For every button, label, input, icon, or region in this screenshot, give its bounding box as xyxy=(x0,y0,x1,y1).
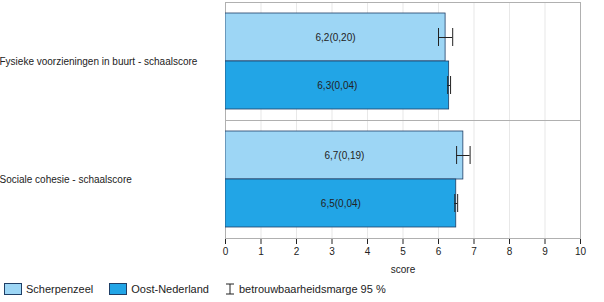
svg-text:0: 0 xyxy=(223,246,229,257)
svg-text:6,3(0,04): 6,3(0,04) xyxy=(317,80,357,91)
svg-text:5: 5 xyxy=(400,246,406,257)
html-text:betrouwbaarheidsmarge 95 %: betrouwbaarheidsmarge 95 % xyxy=(238,283,386,295)
svg-text:Fysieke voorzieningen in buurt: Fysieke voorzieningen in buurt - schaals… xyxy=(0,56,198,67)
svg-text:9: 9 xyxy=(542,246,548,257)
svg-text:1: 1 xyxy=(258,246,264,257)
svg-text:10: 10 xyxy=(575,246,587,257)
svg-text:4: 4 xyxy=(365,246,371,257)
svg-text:6: 6 xyxy=(436,246,442,257)
svg-text:Sociale cohesie - schaalscore: Sociale cohesie - schaalscore xyxy=(0,174,132,185)
svg-text:2: 2 xyxy=(294,246,300,257)
svg-text:6,5(0,04): 6,5(0,04) xyxy=(321,198,361,209)
svg-text:3: 3 xyxy=(329,246,335,257)
html-text:Scherpenzeel: Scherpenzeel xyxy=(26,283,94,295)
svg-text:6,7(0,19): 6,7(0,19) xyxy=(324,150,364,161)
svg-text:7: 7 xyxy=(471,246,477,257)
svg-text:8: 8 xyxy=(507,246,513,257)
svg-text:score: score xyxy=(391,264,416,275)
svg-text:6,2(0,20): 6,2(0,20) xyxy=(316,32,356,43)
html-text:Oost-Nederland: Oost-Nederland xyxy=(131,283,209,295)
